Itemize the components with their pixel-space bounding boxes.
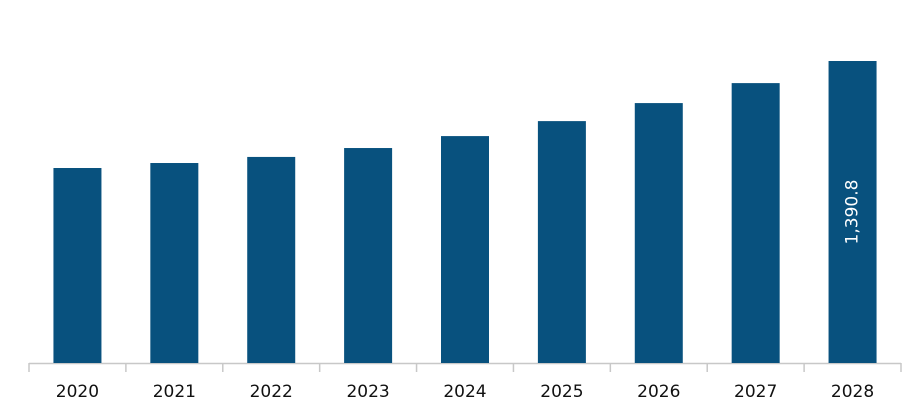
x-tick-label: 2023	[346, 382, 389, 402]
x-tick-label: 2025	[540, 382, 583, 402]
bar	[828, 61, 877, 363]
x-tick-label: 2024	[443, 382, 486, 402]
bar	[344, 148, 393, 363]
value-label: 1,390.8	[843, 180, 863, 245]
bar	[731, 83, 780, 363]
bar	[53, 168, 102, 363]
x-tick-label: 2028	[831, 382, 874, 402]
bar	[150, 163, 199, 363]
x-tick-label: 2021	[153, 382, 196, 402]
x-tick-label: 2027	[734, 382, 777, 402]
x-tick-label: 2026	[637, 382, 680, 402]
x-tick-label: 2020	[56, 382, 99, 402]
bar	[441, 136, 489, 363]
bar	[537, 121, 586, 363]
bar	[634, 103, 683, 363]
x-tick-label: 2022	[250, 382, 293, 402]
bar	[247, 156, 296, 363]
